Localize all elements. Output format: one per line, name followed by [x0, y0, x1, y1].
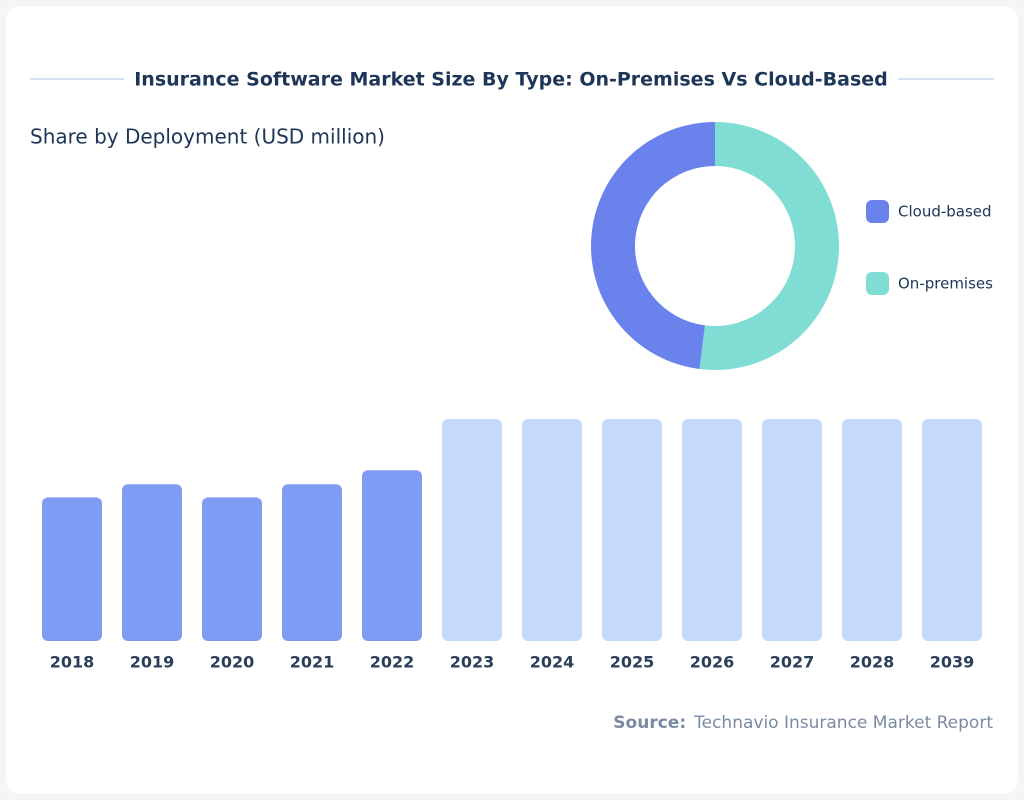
source-text: Technavio Insurance Market Report: [693, 713, 993, 733]
x-tick-label: 2021: [290, 653, 335, 672]
x-tick-label: 2019: [130, 653, 175, 672]
legend-swatch: [866, 200, 889, 223]
bar: [202, 497, 262, 641]
x-tick-label: 2020: [210, 653, 255, 672]
bar: [922, 419, 982, 641]
x-tick-label: 2028: [850, 653, 895, 672]
bar: [122, 484, 182, 641]
chart-subtitle: Share by Deployment (USD million): [30, 125, 385, 149]
legend-swatch: [866, 272, 889, 295]
bar: [682, 419, 742, 641]
x-tick-label: 2024: [530, 653, 575, 672]
bar: [442, 419, 502, 641]
x-tick-label: 2023: [450, 653, 495, 672]
x-tick-label: 2026: [690, 653, 735, 672]
bar: [42, 497, 102, 641]
bar: [362, 470, 422, 641]
source: Source: Technavio Insurance Market Report: [613, 713, 993, 733]
x-tick-label: 2027: [770, 653, 815, 672]
donut-slice: [699, 122, 840, 370]
x-tick-label: 2022: [370, 653, 415, 672]
legend-label: On-premises: [898, 275, 993, 293]
bar: [602, 419, 662, 641]
bar: [842, 419, 902, 641]
donut-slice: [591, 122, 715, 370]
x-tick-label: 2018: [50, 653, 95, 672]
bar: [522, 419, 582, 641]
bar: [282, 484, 342, 641]
title: Insurance Software Market Size By Type: …: [134, 69, 888, 91]
bar: [762, 419, 822, 641]
x-tick-label: 2025: [610, 653, 655, 672]
legend-label: Cloud-based: [898, 203, 992, 221]
source-label: Source:: [613, 713, 686, 733]
x-tick-label: 2039: [930, 653, 975, 672]
